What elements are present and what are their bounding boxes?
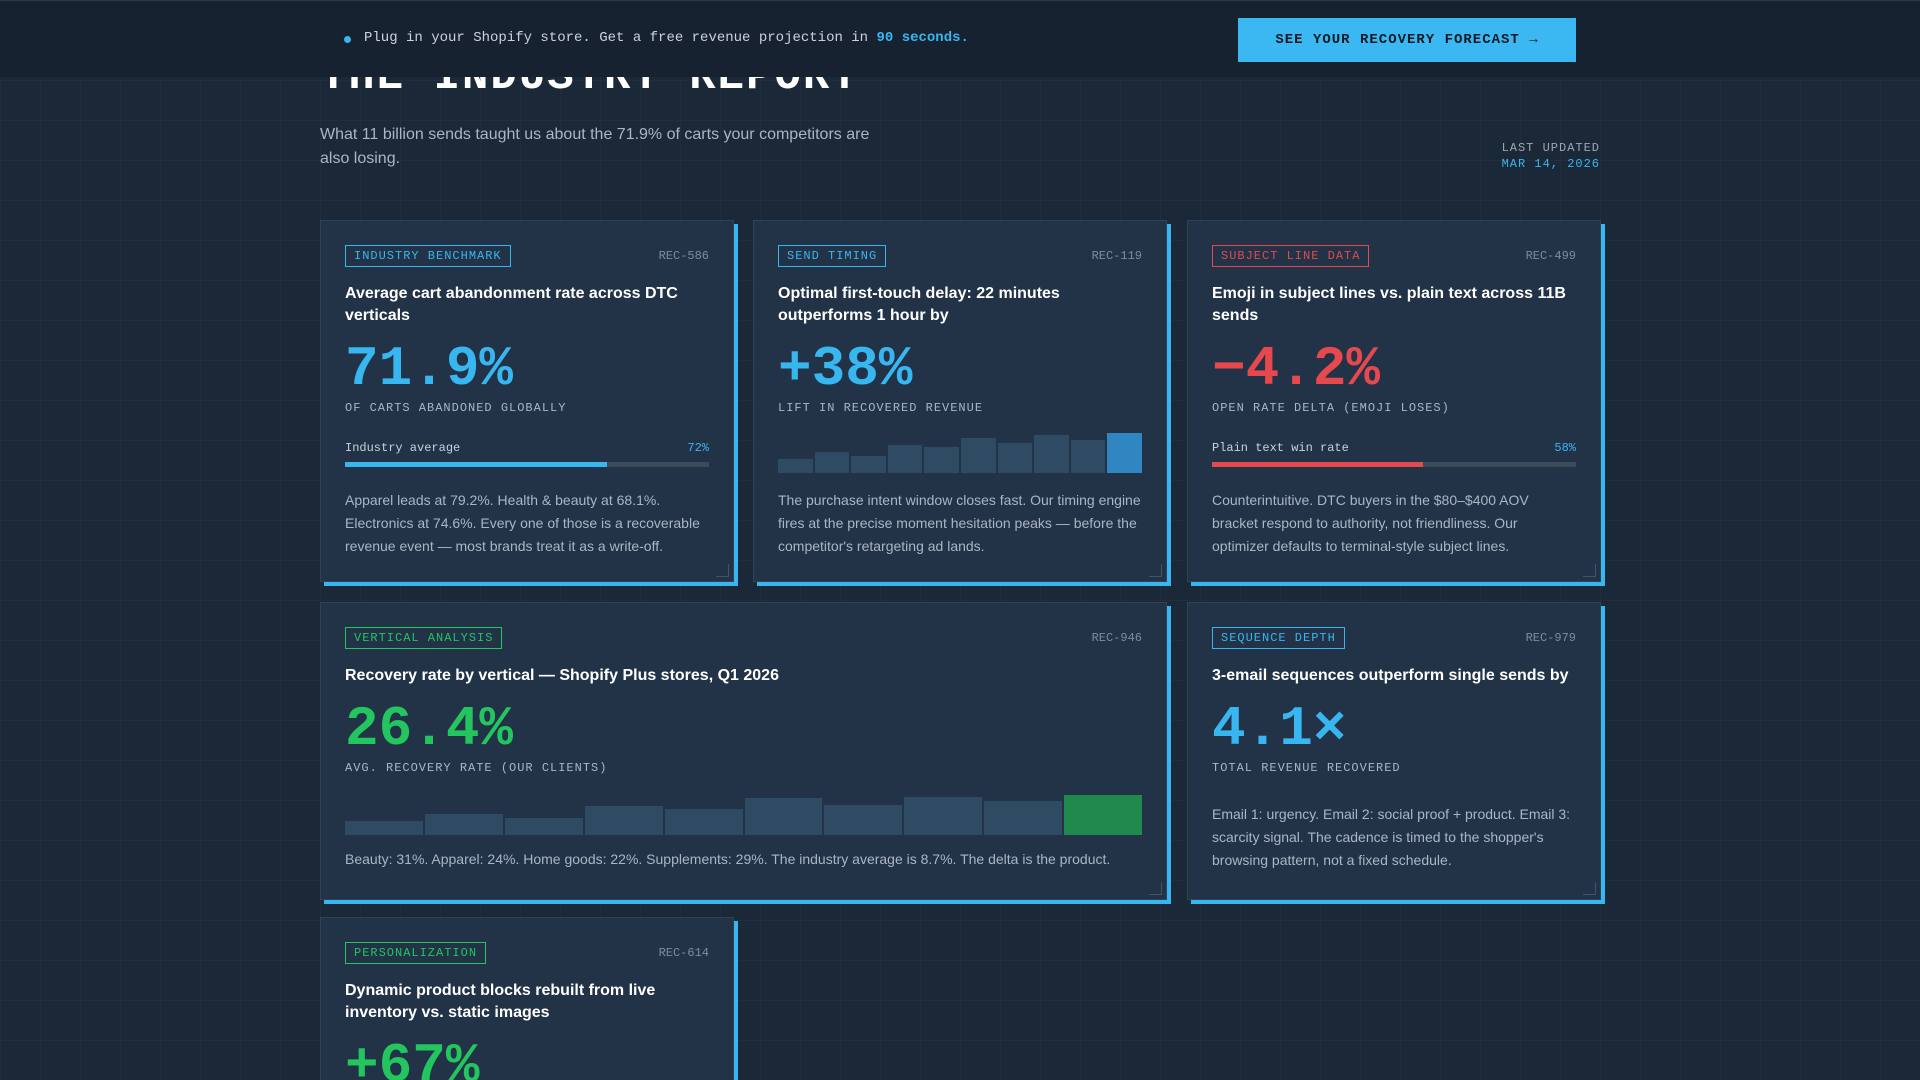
- chart-bar: [664, 809, 743, 835]
- stat-card-industry-benchmark[interactable]: INDUSTRY BENCHMARK REC-586 Average cart …: [320, 220, 734, 582]
- card-body: The purchase intent window closes fast. …: [778, 492, 1141, 554]
- stat-card-send-timing[interactable]: SEND TIMING REC-119 Optimal first-touch …: [753, 220, 1167, 582]
- card-metric: −4.2%: [1212, 337, 1381, 401]
- progress-label: Plain text win rate 58%: [1212, 441, 1576, 455]
- chart-bar: [960, 438, 996, 473]
- chart-bar: [744, 798, 823, 835]
- progress-track: [1212, 462, 1576, 467]
- card-caption: OPEN RATE DELTA (EMOJI LOSES): [1212, 401, 1450, 415]
- timing-bar-chart: [778, 433, 1142, 473]
- corner-mark: [1583, 564, 1596, 577]
- chart-bar: [778, 459, 813, 473]
- chart-bar: [887, 445, 923, 473]
- corner-mark: [716, 564, 729, 577]
- card-tag: PERSONALIZATION: [345, 942, 487, 964]
- chart-bar: [814, 452, 850, 473]
- card-record-id: REC-586: [658, 249, 709, 263]
- progress-fill: [345, 462, 608, 467]
- corner-mark: [1149, 564, 1162, 577]
- card-caption: LIFT IN RECOVERED REVENUE: [778, 401, 984, 415]
- last-updated-label: LAST UPDATED: [1501, 141, 1600, 155]
- card-record-id: REC-119: [1091, 249, 1142, 263]
- chart-bar: [984, 800, 1063, 835]
- card-caption: AVG. RECOVERY RATE (OUR CLIENTS): [345, 761, 608, 775]
- banner-message: Plug in your Shopify store. Get a free r…: [364, 30, 969, 46]
- banner-message-highlight: 90 seconds.: [876, 30, 969, 46]
- banner-message-text: Plug in your Shopify store. Get a free r…: [364, 30, 877, 46]
- last-updated-value: MAR 14, 2026: [1501, 157, 1600, 171]
- status-dot-icon: [344, 36, 351, 43]
- chart-bar: [584, 806, 663, 835]
- card-tag: VERTICAL ANALYSIS: [345, 627, 503, 649]
- card-body: Email 1: urgency. Email 2: social proof …: [1212, 806, 1571, 868]
- progress-fill: [1212, 462, 1424, 467]
- chart-bar: [1070, 439, 1106, 473]
- card-tag: INDUSTRY BENCHMARK: [345, 245, 511, 267]
- card-headline: 3-email sequences outperform single send…: [1212, 667, 1569, 684]
- chart-bar: [997, 443, 1033, 473]
- chart-bar: [1107, 433, 1142, 473]
- card-body: Beauty: 31%. Apparel: 24%. Home goods: 2…: [345, 851, 1111, 867]
- progress-track: [345, 462, 709, 467]
- promo-banner: Plug in your Shopify store. Get a free r…: [0, 0, 1920, 77]
- card-record-id: REC-499: [1525, 249, 1576, 263]
- recovery-forecast-button[interactable]: SEE YOUR RECOVERY FORECAST →: [1238, 18, 1576, 62]
- stat-card-sequence-depth[interactable]: SEQUENCE DEPTH REC-979 3-email sequences…: [1187, 602, 1601, 900]
- chart-bar: [904, 796, 983, 835]
- card-record-id: REC-614: [658, 946, 709, 960]
- card-record-id: REC-979: [1525, 631, 1576, 645]
- corner-mark: [1583, 882, 1596, 895]
- chart-bar: [824, 804, 903, 835]
- stat-card-subject-line-data[interactable]: SUBJECT LINE DATA REC-499 Emoji in subje…: [1187, 220, 1601, 582]
- stat-card-personalization[interactable]: PERSONALIZATION REC-614 Dynamic product …: [320, 917, 734, 1080]
- card-caption: OF CARTS ABANDONED GLOBALLY: [345, 401, 567, 415]
- card-metric: 71.9%: [345, 337, 514, 401]
- card-body: Apparel leads at 79.2%. Health & beauty …: [345, 492, 700, 554]
- progress-label: Industry average 72%: [345, 441, 709, 455]
- card-headline: Emoji in subject lines vs. plain text ac…: [1212, 285, 1566, 324]
- chart-bar: [424, 814, 503, 835]
- page-subtitle: What 11 billion sends taught us about th…: [320, 126, 870, 167]
- card-caption: TOTAL REVENUE RECOVERED: [1212, 761, 1401, 775]
- card-tag: SUBJECT LINE DATA: [1212, 245, 1370, 267]
- progress-label-text: Industry average: [345, 441, 461, 455]
- chart-bar: [1034, 434, 1069, 473]
- chart-bar: [851, 455, 886, 473]
- card-metric: +67%: [345, 1034, 480, 1080]
- corner-mark: [1149, 882, 1162, 895]
- stat-card-vertical-analysis[interactable]: VERTICAL ANALYSIS REC-946 Recovery rate …: [320, 602, 1167, 900]
- chart-bar: [504, 818, 583, 835]
- card-headline: Average cart abandonment rate across DTC…: [345, 285, 678, 324]
- chart-bar: [1064, 795, 1143, 835]
- card-tag: SEQUENCE DEPTH: [1212, 627, 1345, 649]
- card-body: Counterintuitive. DTC buyers in the $80–…: [1212, 492, 1529, 554]
- card-metric: 4.1×: [1212, 697, 1347, 761]
- progress-value: 72%: [687, 441, 709, 455]
- card-headline: Dynamic product blocks rebuilt from live…: [345, 982, 656, 1021]
- chart-bar: [924, 447, 959, 473]
- progress-value: 58%: [1554, 441, 1576, 455]
- card-metric: 26.4%: [345, 697, 514, 761]
- card-metric: +38%: [778, 337, 913, 401]
- vertical-bar-chart: [345, 795, 1143, 835]
- card-headline: Recovery rate by vertical — Shopify Plus…: [345, 667, 779, 684]
- card-record-id: REC-946: [1091, 631, 1142, 645]
- card-tag: SEND TIMING: [778, 245, 887, 267]
- last-updated: LAST UPDATED MAR 14, 2026: [1502, 140, 1600, 172]
- chart-bar: [345, 821, 423, 835]
- progress-label-text: Plain text win rate: [1212, 441, 1349, 455]
- card-headline: Optimal first-touch delay: 22 minutes ou…: [778, 285, 1060, 324]
